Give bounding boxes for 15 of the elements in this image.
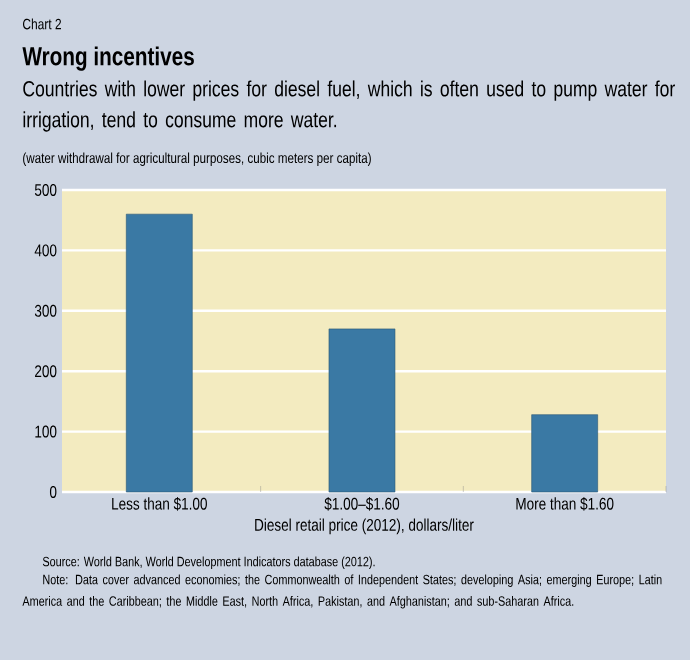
y-tick-label: 0 (49, 486, 57, 498)
chart-subtitle: Countries with lower prices for diesel fuel, which is often used to pump water for irrigation, tend to consume more water. (23, 80, 675, 132)
y-tick-label: 400 (34, 244, 57, 257)
y-tick-label: 300 (34, 304, 57, 317)
y-tick-label: 200 (35, 365, 57, 378)
bar (328, 328, 396, 493)
bar (125, 213, 193, 493)
bar (531, 414, 598, 493)
x-tick-label: More than $1.60 (516, 497, 614, 511)
x-axis-title: Diesel retail price (2012), dollars/liter (255, 518, 474, 535)
y-tick-label: 100 (35, 425, 57, 438)
x-tick-label: Less than $1.00 (112, 497, 207, 511)
y-tick-label: 500 (34, 184, 57, 196)
x-tick-label: $1.00–$1.60 (324, 497, 400, 511)
chart-title: Wrong incentives (22, 46, 194, 71)
